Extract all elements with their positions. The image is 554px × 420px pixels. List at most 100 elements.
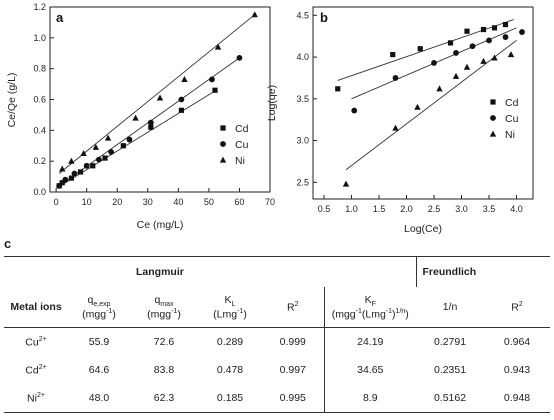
y-tick-label: 1.2 bbox=[33, 2, 46, 12]
cell-kl: 0.478 bbox=[216, 364, 244, 376]
legend-marker-cu bbox=[490, 115, 496, 121]
cell-1-over-n: 0.2351 bbox=[433, 364, 467, 376]
point-cd bbox=[335, 86, 341, 92]
x-tick-label: 30 bbox=[143, 197, 153, 207]
cell-kl: 0.185 bbox=[198, 384, 262, 413]
y-tick-label: 4.0 bbox=[296, 52, 309, 62]
point-cu bbox=[108, 149, 115, 155]
legend-label-cd: Cd bbox=[505, 97, 519, 109]
point-cd bbox=[148, 124, 154, 130]
point-cd bbox=[90, 163, 96, 169]
point-cu bbox=[178, 96, 185, 103]
fit-line-ni bbox=[345, 40, 517, 171]
y-tick-label: 4.5 bbox=[296, 10, 309, 20]
cell-r2b: 0.948 bbox=[484, 384, 550, 413]
x-tick-label: 70 bbox=[265, 197, 275, 207]
point-ni bbox=[507, 51, 515, 58]
x-tick-label: 20 bbox=[112, 197, 122, 207]
point-cu bbox=[502, 34, 509, 40]
point-cu bbox=[209, 76, 215, 83]
point-cu bbox=[83, 162, 90, 169]
point-ni bbox=[342, 180, 350, 187]
legend-marker-cd bbox=[490, 99, 496, 105]
x-tick-label: 60 bbox=[234, 197, 244, 207]
cell-r2: 0.999 bbox=[279, 336, 306, 348]
header-kf: KF (mgg-1(Lmg-1)1/n) bbox=[323, 287, 416, 328]
cell-qe: 64.6 bbox=[88, 364, 110, 376]
point-cu bbox=[392, 75, 399, 81]
point-ni bbox=[181, 76, 188, 83]
cell-r2: 0.997 bbox=[279, 364, 306, 376]
table-section: c Langmuir Freundlich Metal ions qe,exp … bbox=[0, 236, 554, 420]
point-cd bbox=[502, 21, 509, 28]
charts-canvas: a 0 10 20 30 40 50 60 70 0.00.20.40.60.81.01.2 … bbox=[6, 2, 534, 235]
legend-marker-ni bbox=[219, 156, 227, 163]
point-cu bbox=[453, 50, 459, 56]
cell-r2: 0.995 bbox=[262, 384, 324, 413]
point-ni bbox=[80, 150, 87, 157]
header-qmax: qmax (mgg-1) bbox=[130, 287, 198, 328]
point-ni bbox=[251, 11, 258, 18]
chart-a: a 0 10 20 30 40 50 60 70 0.00.20.40.60.81.01.2 … bbox=[6, 2, 275, 231]
point-ni bbox=[68, 157, 75, 164]
point-cd bbox=[120, 143, 126, 149]
cell-qmax: 62.3 bbox=[130, 384, 198, 413]
legend-label-cu: Cu bbox=[235, 139, 249, 151]
point-cd bbox=[77, 169, 84, 175]
header-r2-langmuir: R2 bbox=[262, 287, 324, 328]
legend-marker-ni bbox=[489, 130, 497, 137]
x-tick-label: 3.0 bbox=[455, 204, 468, 214]
x-tick-label: 10 bbox=[82, 197, 92, 207]
cell-metal: Cu2+ bbox=[25, 335, 47, 349]
y-tick-label: 0.8 bbox=[33, 64, 46, 74]
point-ni bbox=[214, 43, 222, 50]
fit-line-cd bbox=[337, 19, 514, 81]
y-tick-label: 3.0 bbox=[296, 136, 309, 146]
legend-label-cd: Cd bbox=[235, 123, 249, 135]
chart-a-x-axis-label: Ce (mg/L) bbox=[137, 219, 184, 231]
x-tick-label: 40 bbox=[173, 197, 183, 207]
header-1-over-n: 1/n bbox=[416, 287, 484, 328]
header-qe-exp: qe,exp (mgg-1) bbox=[68, 287, 130, 328]
cell-kf: 8.9 bbox=[323, 384, 416, 413]
legend-marker-cd bbox=[220, 125, 226, 131]
cell-qe: 55.9 bbox=[88, 336, 110, 348]
legend-label-ni: Ni bbox=[235, 155, 245, 167]
y-tick-label: 0.6 bbox=[33, 95, 46, 105]
point-cd bbox=[390, 51, 396, 58]
y-tick-label: 0.4 bbox=[33, 125, 46, 135]
point-ni bbox=[132, 114, 139, 121]
point-cu bbox=[126, 136, 133, 143]
chart-a-panel-label: a bbox=[56, 10, 64, 25]
x-tick-label: 1.5 bbox=[373, 204, 386, 214]
legend-label-ni: Ni bbox=[505, 129, 515, 141]
point-cu bbox=[236, 54, 243, 61]
point-cd bbox=[491, 25, 498, 31]
point-cu bbox=[95, 156, 102, 163]
table-row: Cu2+ 55.9 72.6 0.289 0.999 24.19 0.2791 … bbox=[4, 327, 550, 356]
point-cu bbox=[56, 182, 63, 189]
x-tick-label: 1.0 bbox=[345, 204, 358, 214]
x-tick-label: 3.5 bbox=[483, 204, 496, 214]
cell-kl: 0.289 bbox=[216, 336, 244, 348]
cell-qe: 48.0 bbox=[68, 384, 130, 413]
point-ni bbox=[436, 85, 443, 92]
point-cu bbox=[351, 107, 358, 114]
point-cu bbox=[519, 29, 525, 35]
x-tick-label: 2.0 bbox=[400, 204, 413, 214]
point-ni bbox=[491, 54, 498, 61]
cell-1-over-n: 0.2791 bbox=[433, 336, 467, 348]
header-metal-ions: Metal ions bbox=[4, 287, 68, 328]
point-cd bbox=[102, 155, 108, 161]
point-ni bbox=[480, 57, 487, 64]
table-panel-label: c bbox=[4, 236, 12, 251]
table-row: Ni2+ 48.0 62.3 0.185 0.995 8.9 0.5162 0.… bbox=[4, 384, 550, 413]
fit-line-ni bbox=[58, 14, 256, 174]
point-cd bbox=[212, 87, 218, 93]
chart-a-y-axis-label: Ce/Qe (g/L) bbox=[6, 73, 18, 128]
table-column-header-row: Metal ions qe,exp (mgg-1) qmax (mgg-1) K… bbox=[4, 287, 550, 328]
point-cu bbox=[431, 60, 437, 66]
x-tick-label: 0 bbox=[54, 197, 59, 207]
point-cd bbox=[59, 180, 65, 186]
fit-line-cd bbox=[58, 90, 216, 187]
